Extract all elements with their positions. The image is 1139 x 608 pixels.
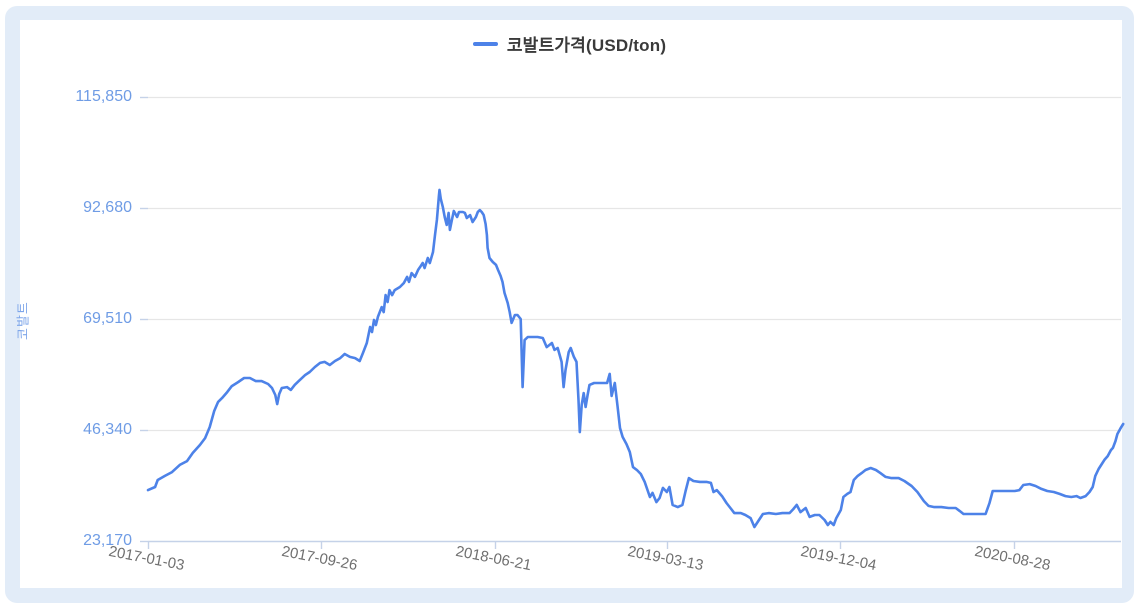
legend-line-marker (472, 41, 498, 46)
y-axis-label: 92,680 (83, 199, 132, 216)
legend-label: 코발트가격(USD/ton) (506, 36, 667, 55)
y-axis-label: 46,340 (83, 421, 132, 438)
chart-card (20, 20, 1122, 588)
y-axis-label: 69,510 (83, 310, 132, 327)
price-line-series (146, 188, 1125, 529)
y-axis-label: 115,850 (75, 88, 132, 105)
plot-area[interactable] (148, 97, 1121, 541)
y-axis-title: 코발트 (15, 301, 31, 340)
y-axis-label: 23,170 (83, 532, 132, 549)
chart-legend[interactable]: 코발트가격(USD/ton) (0, 31, 1139, 56)
